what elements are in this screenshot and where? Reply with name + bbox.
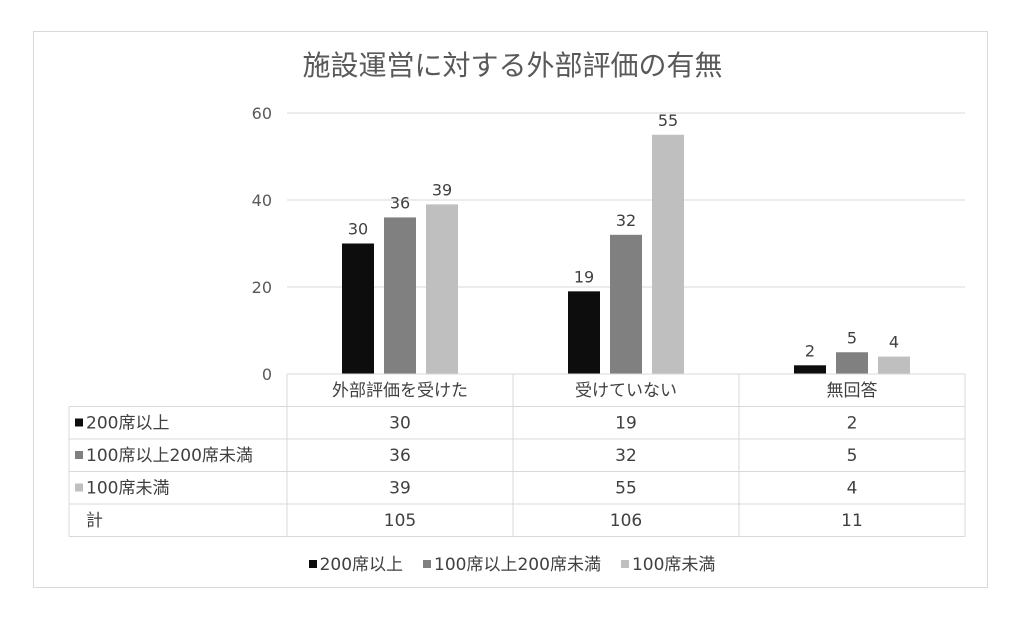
legend-item: 100席未満 bbox=[620, 550, 716, 575]
bar bbox=[836, 352, 868, 374]
legend-swatch bbox=[423, 560, 432, 568]
y-tick-label: 0 bbox=[262, 365, 272, 384]
bar bbox=[878, 356, 910, 374]
legend-key bbox=[75, 483, 83, 492]
bar bbox=[342, 243, 374, 374]
table-row-label: 計 bbox=[86, 511, 103, 531]
chart-frame bbox=[33, 31, 988, 588]
x-tick-label: 受けていない bbox=[575, 381, 677, 401]
y-tick-label: 20 bbox=[252, 278, 272, 297]
data-label: 5 bbox=[847, 328, 857, 347]
chart-title: 施設運営に対する外部評価の有無 bbox=[302, 49, 723, 82]
table-cell: 19 bbox=[615, 414, 637, 434]
legend-key bbox=[75, 418, 83, 427]
data-label: 4 bbox=[889, 333, 899, 352]
table-cell: 5 bbox=[847, 446, 858, 466]
data-label: 39 bbox=[432, 180, 452, 199]
legend-item: 100席以上200席未満 bbox=[423, 550, 601, 575]
table-total-cell: 105 bbox=[384, 511, 416, 531]
legend: 200席以上 100席以上200席未満 100席未満 bbox=[0, 550, 1024, 575]
legend-label: 100席未満 bbox=[631, 555, 716, 575]
data-label: 55 bbox=[658, 111, 678, 130]
y-tick-label: 40 bbox=[252, 191, 272, 210]
table-cell: 30 bbox=[389, 414, 411, 434]
legend-item: 200席以上 bbox=[308, 550, 404, 575]
table-total-cell: 106 bbox=[610, 511, 642, 531]
data-label: 36 bbox=[390, 193, 410, 212]
table-cell: 4 bbox=[847, 479, 858, 499]
bar bbox=[794, 365, 826, 374]
table-row-label: 100席未満 bbox=[86, 479, 169, 499]
table-cell: 55 bbox=[615, 479, 637, 499]
x-tick-label: 無回答 bbox=[827, 381, 878, 401]
legend-swatch bbox=[308, 560, 317, 568]
bar bbox=[568, 291, 600, 374]
table-total-cell: 11 bbox=[841, 511, 863, 531]
legend-swatch bbox=[620, 560, 629, 568]
table-cell: 39 bbox=[389, 479, 411, 499]
data-label: 30 bbox=[348, 220, 368, 239]
table-cell: 36 bbox=[389, 446, 411, 466]
legend-label: 200席以上 bbox=[319, 555, 404, 575]
data-label: 32 bbox=[616, 211, 636, 230]
bar bbox=[610, 234, 642, 374]
x-tick-label: 外部評価を受けた bbox=[332, 381, 468, 401]
table-row-label: 200席以上 bbox=[86, 414, 169, 434]
data-label: 2 bbox=[805, 341, 815, 360]
y-tick-label: 60 bbox=[252, 104, 272, 123]
bar bbox=[426, 204, 458, 374]
table-row-label: 100席以上200席未満 bbox=[86, 446, 253, 466]
data-label: 19 bbox=[574, 267, 594, 286]
table-cell: 2 bbox=[847, 414, 858, 434]
bar bbox=[652, 134, 684, 374]
bar bbox=[384, 217, 416, 374]
table-cell: 32 bbox=[615, 446, 637, 466]
legend-label: 100席以上200席未満 bbox=[434, 555, 601, 575]
legend-key bbox=[75, 451, 83, 459]
